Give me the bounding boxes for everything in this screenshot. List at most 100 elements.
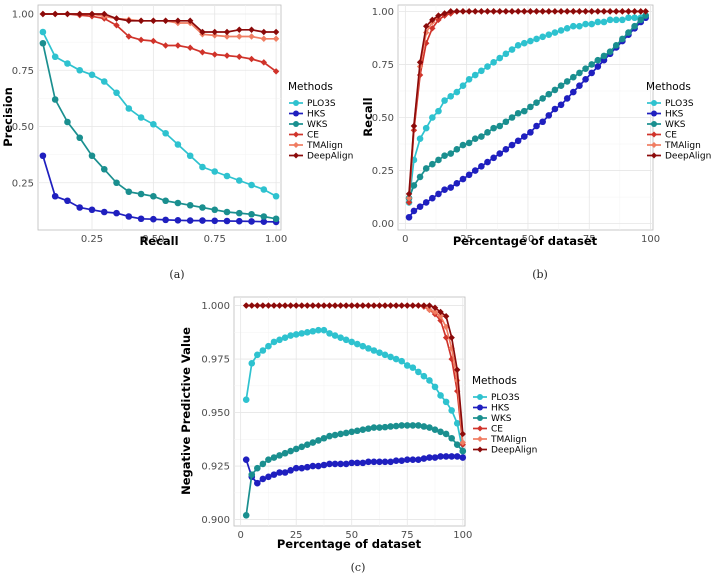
data-point (281, 334, 289, 341)
data-point (272, 192, 280, 200)
data-point (471, 71, 479, 79)
data-point (582, 8, 589, 15)
data-point (64, 60, 71, 67)
data-point (576, 82, 583, 89)
data-point (76, 134, 84, 142)
legend-swatch-marker (293, 152, 299, 159)
data-point (315, 302, 322, 309)
data-point (292, 302, 300, 309)
data-point (51, 192, 59, 200)
data-point (162, 42, 169, 49)
data-point (533, 99, 540, 106)
data-point (563, 8, 571, 15)
data-point (370, 302, 378, 309)
data-point (521, 8, 528, 15)
data-point (359, 342, 367, 350)
data-point (637, 16, 645, 24)
data-point (287, 302, 294, 309)
data-point (276, 452, 283, 459)
data-point (496, 54, 504, 62)
data-point (272, 68, 280, 75)
data-point (527, 8, 534, 15)
data-point (570, 88, 577, 96)
data-point (484, 129, 491, 136)
data-point (453, 441, 461, 448)
legend-label: HKS (491, 404, 510, 414)
legend-label: TMAlign (306, 141, 343, 151)
data-point (563, 25, 571, 32)
data-point (150, 192, 157, 200)
y-tick-label: 1.00 (12, 10, 34, 21)
data-point (211, 206, 219, 214)
data-point (359, 426, 367, 433)
data-point (150, 17, 157, 24)
data-point (365, 458, 372, 466)
data-point (404, 302, 411, 309)
data-point (533, 122, 540, 130)
data-point (426, 302, 433, 309)
series-plo3s (405, 12, 649, 206)
data-point (441, 10, 448, 17)
data-point (545, 31, 553, 39)
data-point (409, 422, 417, 429)
data-point (453, 180, 461, 187)
legend-label: WKS (307, 120, 328, 130)
data-point (496, 150, 504, 157)
data-point (199, 28, 206, 36)
data-point (370, 347, 378, 354)
legend-swatch-marker (651, 152, 657, 159)
x-tick-label: 50 (345, 530, 358, 541)
data-point (370, 458, 378, 466)
legend-item-tmalign: TMAlign (647, 141, 701, 151)
data-point (594, 18, 602, 26)
data-point (409, 456, 417, 463)
data-point (447, 150, 455, 157)
data-point (270, 471, 278, 478)
data-point (150, 37, 157, 45)
data-point (76, 66, 84, 74)
data-point (442, 313, 450, 320)
data-point (435, 156, 442, 164)
data-point (484, 158, 491, 166)
data-point (453, 88, 461, 96)
series-plo3s (39, 28, 280, 200)
data-point (272, 28, 280, 36)
data-point (281, 469, 289, 476)
data-point (101, 10, 108, 18)
data-point (270, 338, 278, 346)
data-point (199, 163, 206, 171)
data-point (600, 8, 608, 15)
data-point (265, 456, 272, 463)
data-point (588, 61, 596, 68)
data-point (51, 96, 59, 103)
data-point (381, 423, 389, 431)
data-point (642, 8, 649, 15)
x-tick-label: 0.25 (81, 234, 103, 245)
data-point (557, 82, 565, 89)
data-point (376, 349, 383, 356)
data-point (309, 302, 317, 309)
data-point (594, 8, 602, 15)
data-point (235, 209, 243, 217)
data-point (235, 217, 243, 225)
data-point (113, 209, 120, 217)
data-point (392, 302, 400, 309)
legend-swatch-marker (651, 121, 657, 127)
data-point (211, 217, 219, 225)
series-hks (405, 14, 649, 221)
data-point (582, 20, 589, 28)
data-point (551, 8, 559, 15)
data-point (236, 26, 243, 33)
legend-item-plo3s: PLO3S (289, 99, 336, 109)
data-point (137, 36, 145, 44)
data-point (447, 184, 455, 191)
data-point (478, 67, 485, 75)
data-point (557, 101, 565, 109)
x-tick-label: 50 (522, 234, 535, 245)
data-point (426, 424, 433, 431)
data-point (162, 197, 169, 205)
data-point (186, 44, 194, 51)
data-point (508, 141, 516, 149)
data-point (539, 8, 546, 15)
